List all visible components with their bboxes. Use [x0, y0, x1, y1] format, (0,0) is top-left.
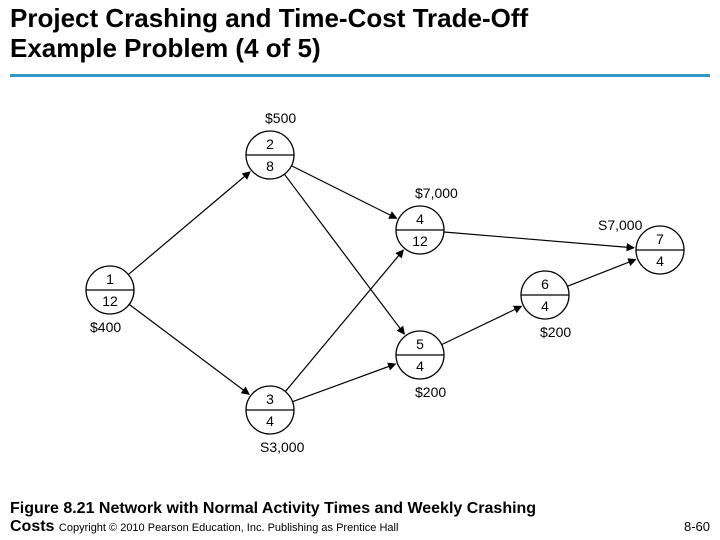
- edge-2-4: [291, 166, 396, 219]
- edge-3-5: [293, 364, 396, 402]
- node-cost-4: $7,000: [415, 185, 458, 201]
- edge-2-5: [284, 174, 404, 334]
- node-duration-3: 4: [266, 413, 274, 429]
- node-cost-5: $200: [415, 384, 446, 400]
- node-cost-6: $200: [540, 324, 571, 340]
- figure-caption-line2: Costs: [10, 518, 54, 535]
- node-1: 112: [86, 266, 134, 314]
- node-cost-3: S3,000: [260, 439, 305, 455]
- node-3: 34: [246, 386, 294, 434]
- node-duration-5: 4: [416, 358, 424, 374]
- edge-4-7: [444, 232, 634, 248]
- node-6: 64: [521, 271, 569, 319]
- node-duration-4: 12: [412, 233, 428, 249]
- node-4: 412: [396, 206, 444, 254]
- network-svg: 112$40028$50034S3,000412$7,00054$20064$2…: [70, 100, 690, 460]
- node-id-3: 3: [266, 391, 274, 407]
- footer: Figure 8.21 Network with Normal Activity…: [0, 499, 720, 540]
- node-cost-1: $400: [90, 319, 121, 335]
- node-duration-1: 12: [102, 293, 118, 309]
- edge-1-2: [128, 172, 250, 275]
- title-underline: [10, 74, 710, 77]
- copyright-text: Copyright © 2010 Pearson Education, Inc.…: [59, 522, 399, 534]
- network-diagram: 112$40028$50034S3,000412$7,00054$20064$2…: [70, 100, 690, 460]
- page-number: 8-60: [684, 519, 710, 534]
- edge-5-6: [442, 306, 522, 344]
- node-id-5: 5: [416, 336, 424, 352]
- edge-3-4: [285, 250, 403, 392]
- node-duration-6: 4: [541, 298, 549, 314]
- node-id-7: 7: [656, 231, 664, 247]
- node-id-4: 4: [416, 211, 424, 227]
- node-id-6: 6: [541, 276, 549, 292]
- node-2: 28: [246, 131, 294, 179]
- node-id-2: 2: [266, 136, 274, 152]
- node-id-1: 1: [106, 271, 114, 287]
- title-line1: Project Crashing and Time-Cost Trade-Off: [10, 4, 710, 34]
- node-duration-2: 8: [266, 158, 274, 174]
- edge-6-7: [567, 259, 635, 286]
- figure-caption-line1: Figure 8.21 Network with Normal Activity…: [10, 499, 710, 518]
- slide-title: Project Crashing and Time-Cost Trade-Off…: [0, 0, 720, 70]
- edge-1-3: [129, 304, 249, 394]
- node-cost-2: $500: [265, 110, 296, 126]
- title-line2: Example Problem (4 of 5): [10, 34, 710, 64]
- node-5: 54: [396, 331, 444, 379]
- node-duration-7: 4: [656, 253, 664, 269]
- node-7: 74: [636, 226, 684, 274]
- node-cost-7: S7,000: [598, 217, 643, 233]
